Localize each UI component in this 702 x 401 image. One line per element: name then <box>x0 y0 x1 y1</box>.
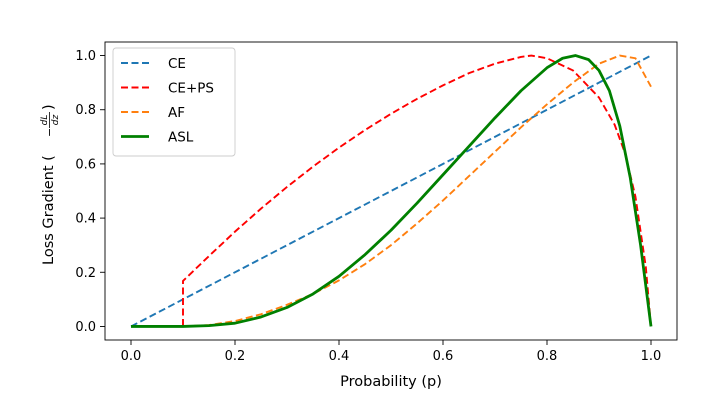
x-tick-label: 1.0 <box>641 349 662 364</box>
y-tick-label: 0.6 <box>75 157 96 172</box>
series-layer <box>130 54 653 328</box>
series-line-ce-ps <box>131 54 652 328</box>
y-axis-label-main: Loss Gradient ( <box>41 155 57 265</box>
x-tick-label: 0.4 <box>329 349 350 364</box>
x-tick-label: 0.8 <box>537 349 558 364</box>
y-axis-label: Loss Gradient ( − dL dz ) <box>40 104 61 265</box>
y-axis-label-denominator: dz <box>51 115 61 126</box>
legend-label: CE+PS <box>168 81 214 97</box>
legend-label: CE <box>168 56 186 72</box>
y-tick-label: 0.2 <box>75 266 96 281</box>
x-tick-label: 0.2 <box>225 349 246 364</box>
legend-items: CE CE+PS AF ASL <box>121 56 214 146</box>
series-line-ce <box>130 54 652 328</box>
y-tick-label: 1.0 <box>75 49 96 64</box>
x-tick-label: 0.0 <box>121 349 142 364</box>
x-axis-label: Probability (p) <box>340 374 442 390</box>
y-tick-label: 0.4 <box>75 212 96 227</box>
legend: CE CE+PS AF ASL <box>112 47 236 157</box>
legend-box <box>112 47 236 157</box>
y-axis-label-minus: − <box>43 128 56 137</box>
x-tick-label: 0.6 <box>433 349 454 364</box>
y-tick-label: 0.8 <box>75 103 96 118</box>
legend-label: AF <box>168 105 185 121</box>
plot-frame <box>104 41 678 341</box>
x-ticks: 0.0 0.2 0.4 0.6 0.8 1.0 <box>121 340 662 364</box>
legend-label: ASL <box>168 130 194 146</box>
y-ticks: 0.0 0.2 0.4 0.6 0.8 1.0 <box>75 49 105 335</box>
y-tick-label: 0.0 <box>75 320 96 335</box>
y-axis-label-numerator: dL <box>40 115 50 126</box>
y-axis-label-close: ) <box>41 104 57 110</box>
series-line-asl <box>131 54 653 328</box>
